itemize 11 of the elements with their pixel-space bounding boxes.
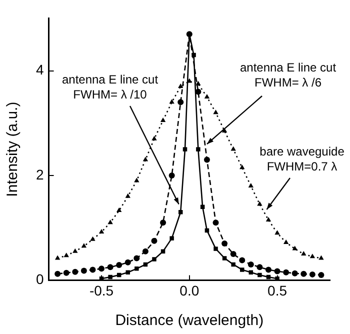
annotation: antenna E line cut FWHM= λ /10 xyxy=(62,72,159,102)
y-axis-title: Intensity (a.u.) xyxy=(4,102,22,197)
x-tick-label: 0.0 xyxy=(180,282,200,298)
x-tick-label: -0.5 xyxy=(89,282,114,298)
annotation: antenna E line cut FWHM= λ /6 xyxy=(240,60,337,90)
y-tick-label: 0 xyxy=(36,271,44,288)
x-axis-title: Distance (wavelength) xyxy=(115,312,264,330)
annotation: bare waveguide FWHM=0.7 λ xyxy=(260,144,345,174)
y-tick-label: 4 xyxy=(36,62,44,78)
x-tick-label: 0.5 xyxy=(268,282,288,298)
y-tick-label: 2 xyxy=(36,166,44,182)
